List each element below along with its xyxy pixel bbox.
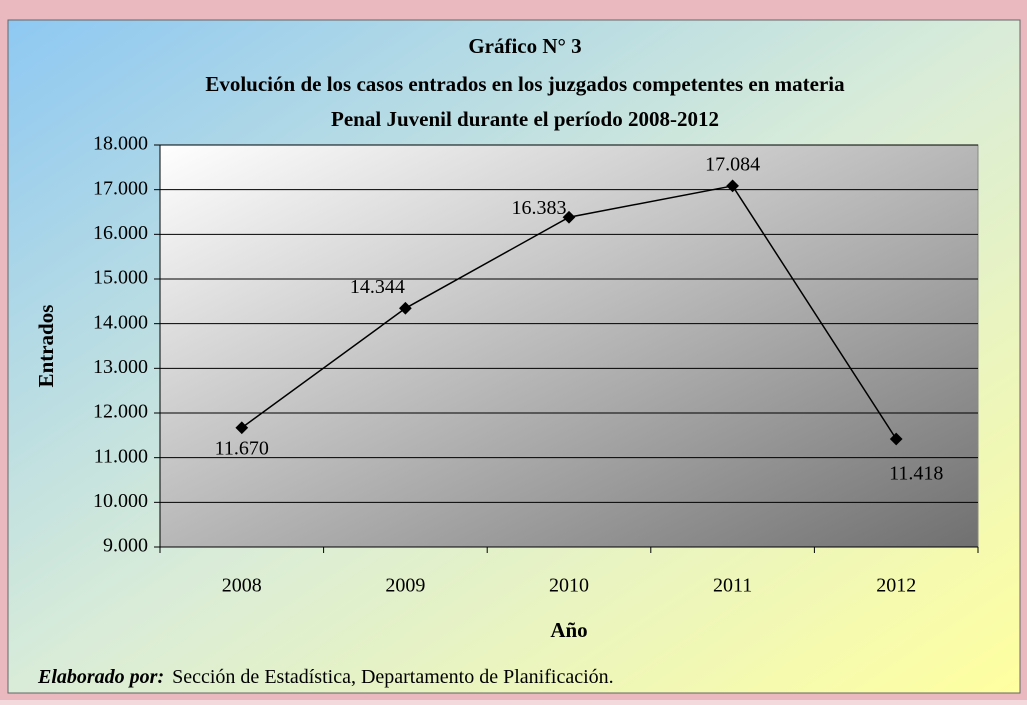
x-tick-label: 2012 (876, 575, 916, 597)
x-axis-label: Año (550, 618, 587, 642)
x-tick-label: 2010 (549, 575, 589, 597)
y-tick-label: 10.000 (93, 490, 148, 512)
y-tick-label: 15.000 (93, 267, 148, 289)
plot-area (159, 144, 979, 548)
y-tick-label: 11.000 (94, 445, 148, 467)
y-tick-label: 13.000 (93, 356, 148, 378)
marker (235, 421, 249, 435)
chart-title: Gráfico N° 3 (468, 34, 581, 58)
note: Elaborado por: Sección de Estadística, De… (37, 666, 614, 688)
data-label: 14.344 (350, 276, 405, 298)
data-label: 11.670 (215, 437, 269, 459)
y-axis-label: Entrados (34, 305, 58, 388)
y-tick-label: 9.000 (103, 535, 148, 557)
data-label: 11.418 (889, 463, 943, 485)
y-tick-label: 12.000 (93, 401, 148, 423)
chart-title: Penal Juvenil durante el período 2008-20… (331, 107, 719, 131)
y-tick-label: 18.000 (93, 133, 148, 155)
marker (399, 301, 412, 315)
y-tick-label: 17.000 (93, 177, 148, 199)
note-label: Elaborado por: (37, 666, 164, 688)
x-tick-label: 2011 (713, 575, 752, 597)
y-tick-label: 14.000 (93, 311, 148, 333)
data-label: 16.383 (512, 197, 567, 219)
note-text: Sección de Estadística, Departamento de … (172, 666, 614, 688)
x-tick-label: 2008 (222, 575, 262, 597)
chart-title: Evolución de los casos entrados en los j… (205, 72, 845, 96)
x-tick-label: 2009 (385, 575, 425, 597)
y-tick-label: 16.000 (93, 222, 148, 244)
data-label: 17.084 (705, 154, 760, 176)
